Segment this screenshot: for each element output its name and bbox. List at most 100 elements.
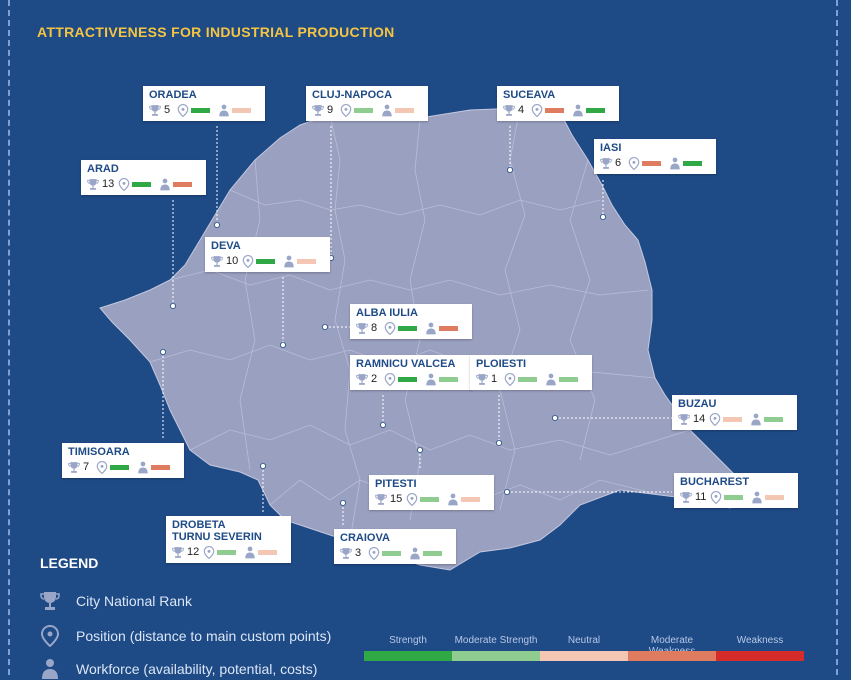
person-icon [448, 493, 458, 505]
city-rank: 7 [83, 461, 90, 473]
legend-label-workforce: Workforce (availability, potential, cost… [76, 661, 318, 677]
trophy-icon [211, 255, 223, 267]
workforce-rating-bar [232, 107, 251, 113]
person-icon [670, 157, 680, 169]
city-location-dots [159, 166, 607, 506]
person-icon [245, 546, 255, 558]
city-rank: 15 [390, 493, 403, 505]
pin-icon [203, 545, 215, 559]
city-rank: 8 [371, 322, 378, 334]
scale-swatch-neutral [540, 651, 628, 661]
city-rank: 10 [226, 255, 239, 267]
city-card-oradea: ORADEA 5 [143, 86, 265, 121]
city-card-cluj-napoca: CLUJ-NAPOCA 9 [306, 86, 428, 121]
frame-left-dashed-border [8, 0, 10, 675]
city-indicators: 2 [356, 372, 466, 386]
city-indicators: 10 [211, 254, 324, 268]
workforce-rating-bar [423, 550, 442, 556]
position-rating-bar [420, 496, 440, 502]
trophy-icon [340, 547, 352, 559]
frame-right-dashed-border [836, 0, 838, 675]
city-card-drobeta-turnu-severin: DROBETA TURNU SEVERIN 12 [166, 516, 292, 563]
city-rank: 9 [327, 104, 334, 116]
trophy-icon [503, 104, 515, 116]
position-rating-bar [518, 376, 537, 382]
person-icon [546, 373, 556, 385]
workforce-rating-bar [559, 376, 578, 382]
person-icon [751, 413, 761, 425]
city-indicators: 4 [503, 103, 613, 117]
city-card-suceava: SUCEAVA 4 [497, 86, 619, 121]
city-rank: 3 [355, 547, 362, 559]
workforce-rating-bar [297, 258, 317, 264]
city-card-arad: ARAD 13 [81, 160, 207, 195]
city-rank: 1 [491, 373, 498, 385]
city-indicators: 13 [87, 177, 200, 191]
pin-icon [406, 492, 418, 506]
city-indicators: 8 [356, 321, 466, 335]
pin-icon [531, 103, 543, 117]
city-indicators: 1 [476, 372, 586, 386]
city-card-ploiesti: PLOIESTI 1 [470, 355, 592, 390]
workforce-rating-bar [258, 549, 278, 555]
city-name: CRAIOVA [340, 532, 390, 544]
pin-icon [340, 103, 352, 117]
city-name: DROBETA TURNU SEVERIN [172, 519, 262, 543]
legend-item-position: Position (distance to main custom points… [40, 625, 331, 647]
city-name: IASI [600, 142, 622, 154]
workforce-rating-bar [151, 464, 170, 470]
legend-item-workforce: Workforce (availability, potential, cost… [40, 658, 317, 680]
pin-icon [96, 460, 108, 474]
city-name: ALBA IULIA [356, 307, 418, 319]
position-rating-bar [545, 107, 564, 113]
city-card-iasi: IASI 6 [594, 139, 716, 174]
city-name: TIMISOARA [68, 446, 130, 458]
legend-title: LEGEND [40, 555, 99, 571]
city-rank: 12 [187, 546, 200, 558]
pin-icon [368, 546, 380, 560]
city-name: DEVA [211, 240, 241, 252]
trophy-icon [600, 157, 612, 169]
person-icon [426, 322, 436, 334]
scale-swatch-moderate-weakness [628, 651, 716, 661]
legend-label-rank: City National Rank [76, 593, 192, 609]
trophy-icon [172, 546, 184, 558]
person-icon [410, 547, 420, 559]
person-icon [219, 104, 229, 116]
position-rating-bar [398, 325, 417, 331]
pin-icon [384, 372, 396, 386]
person-icon [284, 255, 294, 267]
scale-label-weakness: Weakness [736, 635, 784, 646]
person-icon [42, 659, 58, 679]
workforce-rating-bar [439, 376, 458, 382]
city-card-bucharest: BUCHAREST 11 [674, 473, 799, 508]
scale-label-strength: Strength [389, 635, 427, 646]
county-borders [149, 107, 691, 541]
pin-icon [628, 156, 640, 170]
city-name: BUZAU [678, 398, 717, 410]
city-indicators: 3 [340, 546, 450, 560]
workforce-rating-bar [683, 160, 702, 166]
scale-swatch-weakness [716, 651, 804, 661]
city-card-pitesti: PITESTI 15 [369, 475, 495, 510]
city-indicators: 9 [312, 103, 422, 117]
position-rating-bar [110, 464, 129, 470]
city-card-alba-iulia: ALBA IULIA 8 [350, 304, 472, 339]
trophy-icon [680, 491, 692, 503]
position-rating-bar [642, 160, 661, 166]
city-indicators: 12 [172, 545, 285, 559]
city-card-deva: DEVA 10 [205, 237, 331, 272]
city-rank: 13 [102, 178, 115, 190]
city-name: PLOIESTI [476, 358, 527, 370]
pin-icon [384, 321, 396, 335]
city-rank: 5 [164, 104, 171, 116]
workforce-rating-bar [395, 107, 414, 113]
trophy-icon [375, 493, 387, 505]
leader-lines [162, 126, 672, 525]
person-icon [382, 104, 392, 116]
legend-item-rank: City National Rank [40, 590, 192, 612]
workforce-rating-bar [765, 494, 785, 500]
city-indicators: 15 [375, 492, 488, 506]
workforce-rating-bar [439, 325, 458, 331]
